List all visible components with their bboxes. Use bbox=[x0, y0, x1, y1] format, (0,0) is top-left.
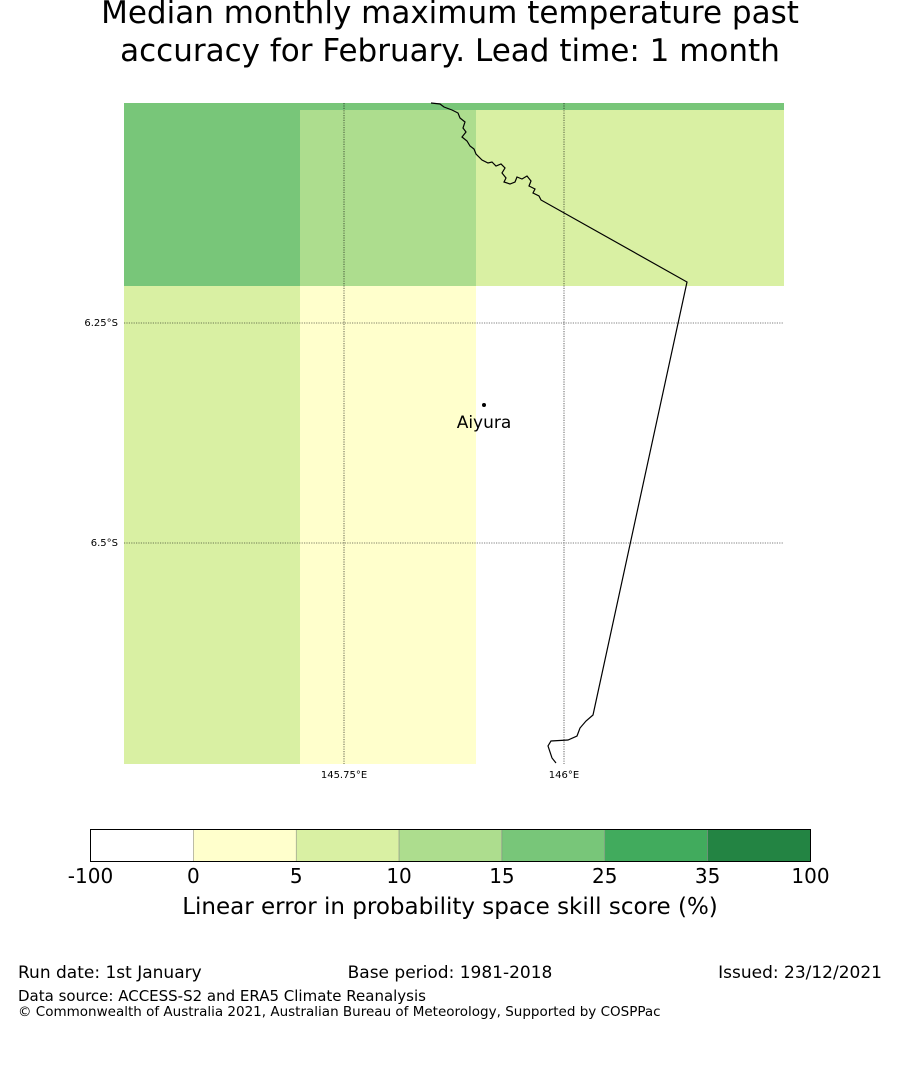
gridlines bbox=[124, 103, 784, 764]
aiyura-label: Aiyura bbox=[457, 413, 512, 433]
colorbar-tick-6: 35 bbox=[694, 864, 721, 888]
colorbar-label: Linear error in probability space skill … bbox=[182, 894, 718, 920]
title-line-1: Median monthly maximum temperature past bbox=[101, 0, 799, 31]
colorbar-tick-0: -100 bbox=[67, 864, 114, 888]
colorbar-segment-3 bbox=[398, 829, 503, 862]
lat-label-6-25: 6.25°S bbox=[84, 318, 118, 329]
grid-cell-1-2 bbox=[476, 286, 784, 764]
colorbar-segment-2 bbox=[295, 829, 400, 862]
colorbar-segment-1 bbox=[193, 829, 297, 862]
colorbar-tick-5: 25 bbox=[592, 864, 618, 888]
skill-grid bbox=[124, 103, 784, 764]
lon-label-146: 146°E bbox=[549, 770, 579, 781]
grid-cell-1-1 bbox=[300, 286, 476, 764]
grid-cell-0-1 bbox=[300, 110, 476, 286]
issued-date: Issued: 23/12/2021 bbox=[718, 963, 882, 983]
data-source: Data source: ACCESS-S2 and ERA5 Climate … bbox=[18, 987, 426, 1005]
colorbar-tick-1: 0 bbox=[186, 864, 200, 888]
base-period: Base period: 1981-2018 bbox=[347, 963, 553, 983]
run-date: Run date: 1st January bbox=[18, 963, 202, 983]
copyright: © Commonwealth of Australia 2021, Austra… bbox=[18, 1004, 661, 1020]
colorbar-tick-4: 15 bbox=[489, 864, 515, 888]
colorbar bbox=[90, 829, 811, 862]
lat-label-6-5: 6.5°S bbox=[91, 538, 118, 549]
grid-cell-1-0 bbox=[124, 286, 300, 764]
colorbar-tick-7: 100 bbox=[791, 864, 830, 888]
colorbar-segments bbox=[90, 829, 811, 862]
colorbar-segment-6 bbox=[707, 829, 811, 862]
colorbar-tick-3: 10 bbox=[386, 864, 412, 888]
aiyura-marker bbox=[482, 403, 486, 407]
colorbar-segment-0 bbox=[90, 829, 194, 862]
coastline bbox=[430, 102, 688, 764]
colorbar-segment-4 bbox=[501, 829, 606, 862]
colorbar-tick-2: 5 bbox=[289, 864, 303, 888]
grid-cell-top-band bbox=[124, 103, 784, 111]
lon-label-145-75: 145.75°E bbox=[321, 770, 367, 781]
colorbar-segment-5 bbox=[604, 829, 708, 862]
chart-title: Median monthly maximum temperature past … bbox=[0, 0, 900, 70]
grid-cell-0-2 bbox=[476, 110, 784, 286]
grid-cell-0-0 bbox=[124, 103, 300, 286]
colorbar-border bbox=[90, 829, 811, 862]
title-line-2: accuracy for February. Lead time: 1 mont… bbox=[120, 33, 780, 69]
map: 6.25°S 6.5°S 145.75°E 146°E Aiyura bbox=[84, 102, 784, 781]
